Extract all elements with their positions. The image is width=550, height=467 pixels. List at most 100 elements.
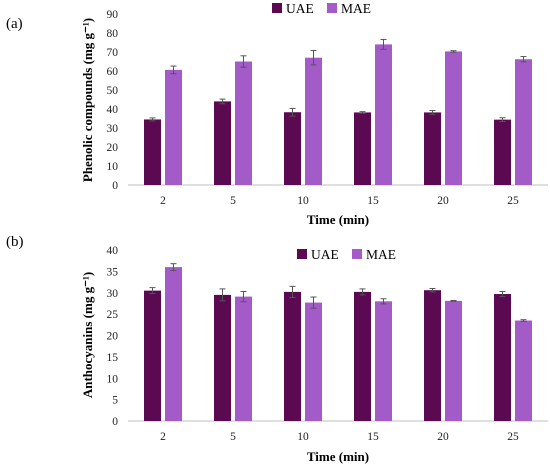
panel-a-error-bar-uae-5 bbox=[219, 98, 226, 105]
panel-b-bar-uae-20 bbox=[424, 290, 441, 421]
panel-a-x-tick-label: 25 bbox=[507, 195, 519, 207]
panel-b-error-bar-uae-20 bbox=[429, 287, 436, 293]
panel-a-error-bar-mae-2 bbox=[170, 65, 177, 75]
panel-a-bar-mae-20 bbox=[445, 51, 462, 186]
panel-b-error-bar-uae-25 bbox=[499, 290, 506, 298]
panel-a-error-bar-uae-15 bbox=[359, 111, 366, 114]
panel-b-bar-mae-25 bbox=[515, 320, 532, 421]
panel-a-y-tick-label: 40 bbox=[107, 104, 119, 116]
panel-b-error-bar-mae-5 bbox=[240, 290, 247, 303]
panel-b-bar-mae-2 bbox=[165, 267, 182, 421]
panel-b-error-bar-uae-10 bbox=[289, 285, 296, 298]
legend-swatch-mae bbox=[327, 3, 337, 13]
panel-b-bar-mae-10 bbox=[305, 302, 322, 421]
panel-b-y-tick-label: 5 bbox=[112, 395, 118, 407]
panel-a-y-tick-label: 70 bbox=[107, 47, 119, 59]
panel-a-bar-uae-15 bbox=[354, 112, 371, 185]
panel-a-legend: UAE MAE bbox=[272, 1, 371, 16]
panel-a-error-bar-uae-2 bbox=[149, 117, 156, 122]
legend-label-mae: MAE bbox=[366, 247, 396, 262]
panel-a-label: (a) bbox=[6, 16, 23, 32]
panel-a-x-tick-label: 20 bbox=[437, 195, 449, 207]
panel-a-y-tick-label: 50 bbox=[107, 85, 119, 97]
panel-b-y-tick-label: 20 bbox=[107, 331, 119, 343]
panel-b-y-tick-label: 40 bbox=[107, 245, 119, 257]
panel-a-y-tick-label: 80 bbox=[107, 28, 119, 40]
panel-b-x-tick-label: 25 bbox=[507, 431, 519, 443]
panel-a-x-axis-title: Time (min) bbox=[307, 212, 369, 227]
legend-swatch-uae bbox=[297, 249, 307, 259]
panel-b-bar-mae-20 bbox=[445, 300, 462, 421]
chart-panel-a: (a) Phenolic compounds (mg g⁻¹) Time (mi… bbox=[6, 1, 548, 227]
panel-a-x-tick-label: 15 bbox=[367, 195, 379, 207]
panel-b-label: (b) bbox=[6, 234, 24, 250]
panel-b-error-bar-mae-25 bbox=[520, 319, 527, 322]
legend-label-uae: UAE bbox=[311, 247, 339, 262]
panel-b-x-tick-label: 5 bbox=[230, 431, 236, 443]
panel-a-bar-mae-2 bbox=[165, 69, 182, 185]
panel-a-error-bar-mae-15 bbox=[380, 38, 387, 50]
panel-b-bar-uae-25 bbox=[494, 294, 511, 421]
legend-swatch-uae bbox=[272, 3, 282, 13]
panel-b-bar-uae-2 bbox=[144, 290, 161, 421]
panel-b-error-bar-mae-10 bbox=[310, 296, 317, 309]
panel-a-y-tick-label: 60 bbox=[107, 66, 119, 78]
panel-b-y-axis-title: Anthocyanins (mg g⁻¹) bbox=[80, 272, 95, 398]
panel-a-y-tick-label: 10 bbox=[107, 161, 119, 173]
panel-b-y-tick-label: 0 bbox=[112, 416, 118, 428]
panel-a-bar-uae-25 bbox=[494, 119, 511, 185]
panel-b-error-bar-mae-2 bbox=[170, 263, 177, 272]
panel-a-y-tick-label: 30 bbox=[107, 123, 119, 135]
panel-a-x-tick-label: 5 bbox=[230, 195, 236, 207]
panel-b-error-bar-mae-15 bbox=[380, 298, 387, 305]
panel-b-error-bar-uae-5 bbox=[219, 288, 226, 302]
panel-a-bar-mae-5 bbox=[235, 61, 252, 185]
panel-a-x-tick-label: 2 bbox=[160, 195, 166, 207]
panel-b-y-tick-label: 35 bbox=[107, 266, 119, 278]
panel-b-error-bar-mae-20 bbox=[450, 299, 457, 302]
panel-b-error-bar-uae-2 bbox=[149, 287, 156, 295]
panel-a-y-tick-label: 90 bbox=[107, 9, 119, 21]
panel-a-bar-mae-15 bbox=[375, 44, 392, 186]
legend-label-uae: UAE bbox=[286, 1, 314, 16]
panel-b-x-tick-label: 10 bbox=[297, 431, 309, 443]
panel-b-x-tick-label: 20 bbox=[437, 431, 449, 443]
panel-a-error-bar-uae-25 bbox=[499, 117, 506, 123]
panel-a-bar-uae-20 bbox=[424, 112, 441, 185]
panel-a-error-bar-mae-20 bbox=[450, 50, 457, 53]
panel-b-y-tick-label: 25 bbox=[107, 309, 119, 321]
panel-b-y-tick-label: 15 bbox=[107, 352, 119, 364]
panel-b-bar-uae-15 bbox=[354, 291, 371, 421]
panel-b-x-tick-label: 2 bbox=[160, 431, 166, 443]
panel-b-y-tick-label: 30 bbox=[107, 288, 119, 300]
panel-b-bar-mae-15 bbox=[375, 301, 392, 421]
panel-b-error-bar-uae-15 bbox=[359, 288, 366, 296]
panel-a-error-bar-mae-5 bbox=[240, 55, 247, 68]
panel-a-x-tick-label: 10 bbox=[297, 195, 309, 207]
panel-b-x-axis-title: Time (min) bbox=[307, 449, 369, 464]
legend-label-mae: MAE bbox=[341, 1, 371, 16]
panel-b-bar-mae-5 bbox=[235, 296, 252, 421]
panel-a-bar-mae-10 bbox=[305, 57, 322, 186]
chart-panel-b: (b) Anthocyanins (mg g⁻¹) Time (min) 0 5 1… bbox=[6, 234, 548, 464]
panel-a-error-bar-mae-25 bbox=[520, 56, 527, 63]
panel-a-bar-uae-2 bbox=[144, 119, 161, 185]
panel-a-bar-uae-10 bbox=[284, 112, 301, 185]
legend-swatch-mae bbox=[352, 249, 362, 259]
panel-b-x-tick-label: 15 bbox=[367, 431, 379, 443]
panel-a-bar-mae-25 bbox=[515, 59, 532, 185]
panel-a-error-bar-uae-10 bbox=[289, 107, 296, 117]
panel-b-bar-uae-10 bbox=[284, 291, 301, 421]
panel-b-bar-uae-5 bbox=[214, 294, 231, 421]
panel-a-error-bar-mae-10 bbox=[310, 49, 317, 66]
panel-a-y-tick-label: 20 bbox=[107, 142, 119, 154]
panel-b-legend: UAE MAE bbox=[297, 247, 396, 262]
panel-a-y-axis-title: Phenolic compounds (mg g⁻¹) bbox=[80, 18, 95, 182]
panel-a-bar-uae-5 bbox=[214, 101, 231, 185]
panel-a-error-bar-uae-20 bbox=[429, 110, 436, 115]
panel-b-y-tick-label: 10 bbox=[107, 373, 119, 385]
panel-a-y-tick-label: 0 bbox=[112, 180, 118, 192]
